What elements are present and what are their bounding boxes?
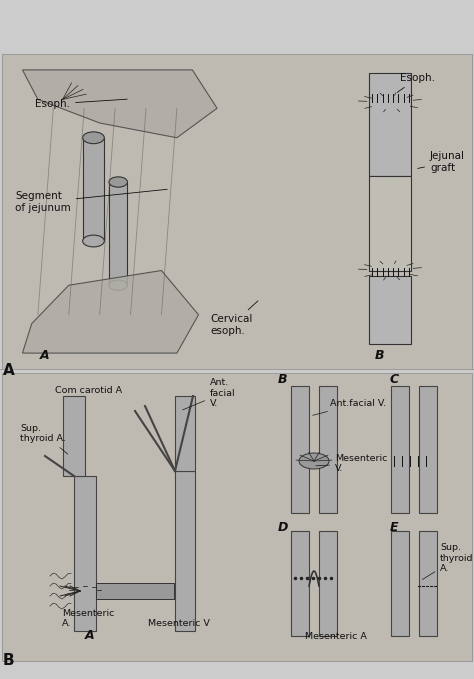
Text: Esoph.: Esoph.: [35, 99, 127, 109]
Polygon shape: [22, 270, 199, 353]
Ellipse shape: [82, 132, 104, 144]
Bar: [319, 386, 337, 513]
Bar: [369, 276, 411, 344]
Text: Ant.facial V.: Ant.facial V.: [313, 399, 386, 416]
Text: D: D: [278, 521, 288, 534]
Bar: [419, 531, 437, 636]
Text: Cervical
esoph.: Cervical esoph.: [210, 301, 258, 336]
Bar: [175, 471, 195, 631]
Bar: [2, 54, 472, 369]
Text: Mesenteric
V.: Mesenteric V.: [316, 454, 387, 473]
Bar: [63, 396, 85, 476]
Ellipse shape: [299, 453, 329, 469]
Text: Mesenteric
A.: Mesenteric A.: [62, 608, 114, 628]
Bar: [96, 583, 174, 599]
Text: A: A: [40, 349, 50, 362]
Text: Sup.
thyroid
A.: Sup. thyroid A.: [422, 543, 474, 580]
Text: E: E: [390, 521, 399, 534]
Text: A: A: [3, 363, 15, 378]
Bar: [82, 138, 104, 241]
Bar: [369, 73, 411, 176]
Text: B: B: [3, 653, 15, 668]
Bar: [2, 373, 472, 661]
Text: C: C: [390, 373, 399, 386]
Text: Jejunal
graft: Jejunal graft: [418, 151, 465, 173]
Text: B: B: [278, 373, 288, 386]
Bar: [391, 386, 409, 513]
Text: Segment
of jejunum: Segment of jejunum: [15, 189, 167, 213]
Bar: [291, 531, 309, 636]
Text: Ant.
facial
V.: Ant. facial V.: [182, 378, 236, 410]
Bar: [175, 396, 195, 471]
Text: Mesenteric A: Mesenteric A: [305, 632, 367, 641]
Text: Mesenteric V: Mesenteric V: [148, 619, 210, 628]
Bar: [109, 182, 128, 285]
Text: Com carotid A: Com carotid A: [55, 386, 122, 395]
Bar: [419, 386, 437, 513]
Bar: [369, 176, 411, 270]
Bar: [291, 386, 309, 513]
Text: Sup.
thyroid A.: Sup. thyroid A.: [20, 424, 68, 454]
Bar: [391, 531, 409, 636]
Bar: [319, 531, 337, 636]
Text: A: A: [85, 629, 95, 642]
Ellipse shape: [109, 177, 128, 187]
Ellipse shape: [109, 280, 128, 291]
Text: Esoph.: Esoph.: [397, 73, 435, 92]
Polygon shape: [22, 70, 217, 138]
Bar: [74, 476, 96, 631]
Text: B: B: [375, 349, 384, 362]
Ellipse shape: [82, 235, 104, 247]
